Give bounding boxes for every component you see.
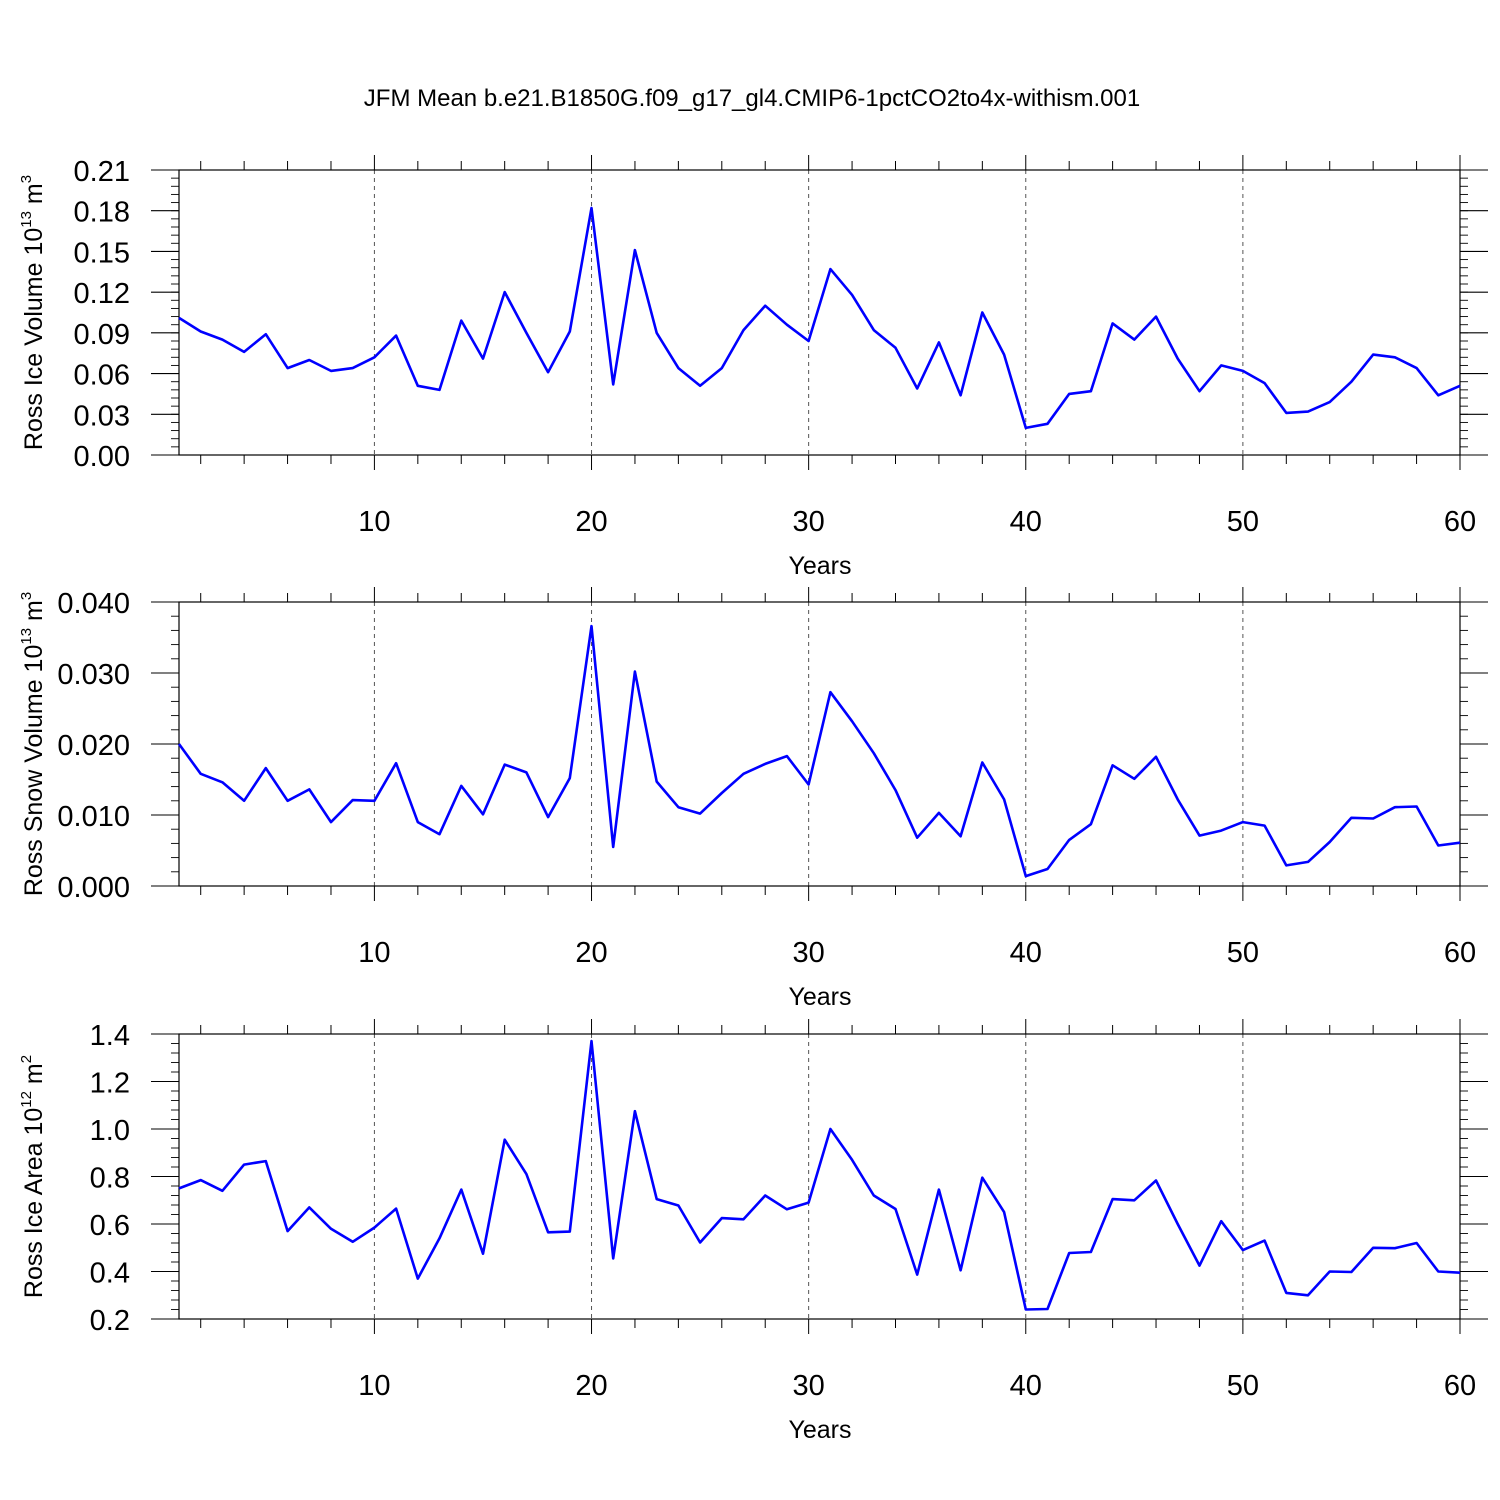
x-tick-label: 60 bbox=[1444, 506, 1476, 538]
y-axis-label: Ross Snow Volume 1013 m3 bbox=[18, 592, 48, 896]
x-tick-label: 40 bbox=[1010, 1370, 1042, 1402]
y-label-text: Ross Ice Area 10 bbox=[20, 1108, 48, 1298]
x-tick-label: 60 bbox=[1444, 1370, 1476, 1402]
y-label-unit-exponent: 2 bbox=[18, 1055, 35, 1063]
x-tick-label: 50 bbox=[1227, 937, 1259, 969]
x-tick-label: 10 bbox=[358, 1370, 390, 1402]
y-label-unit: m bbox=[20, 1063, 48, 1091]
x-axis-label: Years bbox=[788, 983, 851, 1011]
y-tick-label: 1.2 bbox=[90, 1068, 130, 1100]
x-tick-label: 10 bbox=[358, 506, 390, 538]
plot-frame bbox=[178, 1033, 1461, 1320]
x-tick-label: 10 bbox=[358, 937, 390, 969]
y-tick-label: 0.18 bbox=[74, 197, 130, 229]
y-tick-label: 0.020 bbox=[57, 730, 130, 762]
x-tick-label: 60 bbox=[1444, 937, 1476, 969]
y-label-exponent: 12 bbox=[18, 1091, 35, 1108]
plot-frame bbox=[178, 169, 1461, 456]
y-tick-label: 0.00 bbox=[74, 441, 130, 473]
panels: 10 20 30 40 50 60 0.00 0.03 0.06 0.09 0.12 0.15 0.18… bbox=[18, 155, 1488, 1444]
y-label-text: Ross Ice Volume 10 bbox=[20, 228, 48, 450]
x-tick-label: 20 bbox=[575, 1370, 607, 1402]
y-tick-label: 0.030 bbox=[57, 659, 130, 691]
x-tick-label: 20 bbox=[575, 506, 607, 538]
x-tick-label: 40 bbox=[1010, 937, 1042, 969]
y-axis-label: Ross Ice Area 1012 m2 bbox=[18, 1055, 48, 1298]
y-tick-label: 0.8 bbox=[90, 1163, 130, 1195]
y-tick-label: 0.06 bbox=[74, 360, 130, 392]
series-line-ice-volume bbox=[178, 206, 1461, 430]
x-tick-label: 20 bbox=[575, 937, 607, 969]
y-tick-label: 0.040 bbox=[57, 588, 130, 620]
y-label-unit: m bbox=[20, 183, 48, 211]
y-tick-label: 1.4 bbox=[90, 1020, 130, 1052]
x-axis-label: Years bbox=[788, 1416, 851, 1444]
y-label-exponent: 13 bbox=[18, 628, 35, 645]
y-tick-label: 0.09 bbox=[74, 319, 130, 351]
y-tick-label: 0.6 bbox=[90, 1210, 130, 1242]
panel-snow-volume: 10 20 30 40 50 60 0.000 0.010 0.020 0.030 0.040 Yea… bbox=[18, 587, 1488, 1011]
y-tick-label: 0.4 bbox=[90, 1258, 130, 1290]
y-tick-label: 0.000 bbox=[57, 872, 130, 904]
series-line-ice-area bbox=[178, 1039, 1461, 1311]
panel-ice-volume: 10 20 30 40 50 60 0.00 0.03 0.06 0.09 0.12 0.15 0.18… bbox=[18, 155, 1488, 580]
y-label-unit-exponent: 3 bbox=[18, 592, 35, 600]
x-tick-label: 50 bbox=[1227, 1370, 1259, 1402]
y-tick-label: 1.0 bbox=[90, 1115, 130, 1147]
y-tick-label: 0.010 bbox=[57, 801, 130, 833]
series-line-snow-volume bbox=[177, 624, 1461, 878]
panel-ice-area: 10 20 30 40 50 60 0.2 0.4 0.6 0.8 1.0 1.2 1.4 Years Ro… bbox=[18, 1019, 1488, 1444]
figure-title: JFM Mean b.e21.B1850G.f09_g17_gl4.CMIP6-… bbox=[364, 85, 1140, 112]
x-tick-label: 30 bbox=[793, 937, 825, 969]
x-tick-label: 40 bbox=[1010, 506, 1042, 538]
y-label-unit-exponent: 3 bbox=[18, 175, 35, 183]
x-tick-label: 30 bbox=[793, 506, 825, 538]
y-tick-label: 0.15 bbox=[74, 237, 130, 269]
y-axis-label: Ross Ice Volume 1013 m3 bbox=[18, 175, 48, 450]
y-label-text: Ross Snow Volume 10 bbox=[20, 645, 48, 897]
y-label-exponent: 13 bbox=[18, 211, 35, 228]
y-label-unit: m bbox=[20, 600, 48, 628]
x-axis-label: Years bbox=[788, 552, 851, 580]
y-tick-label: 0.12 bbox=[74, 278, 130, 310]
x-tick-label: 30 bbox=[793, 1370, 825, 1402]
y-tick-label: 0.2 bbox=[90, 1305, 130, 1337]
x-tick-label: 50 bbox=[1227, 506, 1259, 538]
y-tick-label: 0.03 bbox=[74, 400, 130, 432]
y-tick-label: 0.21 bbox=[74, 156, 130, 188]
